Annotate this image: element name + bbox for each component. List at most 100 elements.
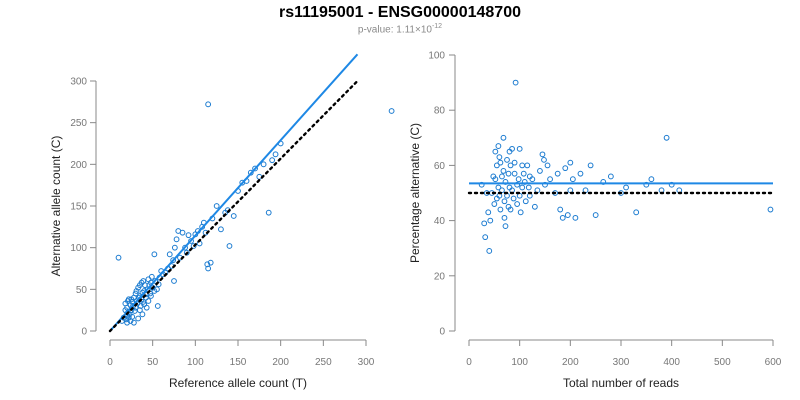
plot-right-point [504, 156, 510, 163]
plot-right-point [516, 145, 523, 152]
plot-left-point [213, 203, 220, 209]
plot-right-x-tick-label: 200 [562, 357, 579, 368]
plot-right-point [519, 162, 526, 169]
plot-right-point [562, 165, 569, 172]
plot-right-point [496, 154, 503, 161]
plot-left-point [272, 151, 279, 158]
plot-left-point [205, 101, 212, 108]
plot-right-point [499, 173, 505, 180]
plot-right-y-tick-label: 0 [439, 327, 445, 338]
plot-right-point [495, 184, 502, 191]
plot-right-point [493, 162, 500, 169]
plot-left-y-tick-label: 50 [76, 285, 88, 296]
plot-left-point [137, 303, 144, 309]
chart-title: rs11195001 - ENSG00000148700 [279, 4, 521, 21]
plot-right-point [587, 162, 594, 169]
plot-right-point [497, 206, 504, 213]
plot-right-point [529, 176, 536, 183]
plot-left-point [265, 209, 272, 216]
plot-right-point [531, 203, 538, 210]
plot-left-point [230, 213, 237, 219]
plot-right-point [501, 198, 508, 205]
plot-right-point [485, 209, 492, 216]
plot-right-point [522, 198, 529, 205]
plot-right-point [502, 179, 509, 185]
plot-right-point [668, 181, 675, 188]
plot-left-point [154, 286, 160, 293]
plot-left-point [145, 298, 152, 304]
plot-left-x-tick-label: 150 [230, 357, 247, 368]
plot-right-point [547, 176, 553, 183]
plot-right-point [648, 176, 655, 183]
plot-left-point [207, 259, 214, 266]
plot-right-point [509, 145, 515, 152]
plot-right-point [520, 170, 527, 177]
plot-left-point [205, 265, 212, 272]
plot-right-point [519, 184, 526, 191]
plot-left-y-tick-label: 100 [70, 243, 87, 254]
plot-left-point [148, 273, 155, 280]
plot-left-x-tick-label: 50 [147, 357, 159, 368]
plot-right-x-tick-label: 0 [466, 357, 472, 368]
plot-left-point [190, 243, 197, 249]
plot-left-y-tick-label: 150 [70, 202, 87, 213]
plot-right-point [500, 168, 507, 174]
plot-right-point [512, 79, 519, 86]
plot-right-point [492, 148, 499, 155]
plot-left-point [125, 314, 132, 321]
plot-left-point [132, 290, 139, 297]
plot-left-point [170, 257, 177, 264]
plot-right-point [643, 181, 650, 188]
plot-left-point [171, 278, 177, 284]
plot-left-point [252, 165, 258, 172]
plot-right-x-tick-label: 400 [663, 357, 680, 368]
plot-left-point [269, 157, 276, 164]
plot-right-point [515, 176, 522, 183]
plot-left-point [133, 288, 140, 294]
plot-left-point [182, 244, 188, 251]
plot-left-point [115, 254, 122, 261]
plot-left-point [136, 307, 143, 314]
plot-left-x-tick-label: 250 [315, 357, 332, 368]
plot-right-point [482, 234, 489, 241]
chart-subtitle: p-value: 1.11×10-12 [0, 23, 800, 35]
plot-right-point [486, 248, 493, 254]
plot-right-y-tick-label: 40 [434, 216, 446, 227]
plot-left-x-tick-label: 100 [187, 357, 204, 368]
plot-right-point [505, 170, 512, 177]
plot-left-reference-line [108, 79, 359, 333]
plot-left-point [185, 232, 192, 239]
plot-right-point [554, 170, 561, 177]
plot-right-point [537, 168, 543, 174]
plot-right-x-tick-label: 600 [765, 357, 782, 368]
plot-left-point [166, 251, 173, 258]
plot-right-point [542, 181, 548, 188]
plot-right-point [577, 170, 584, 177]
plot-left-y-tick-label: 200 [70, 160, 87, 171]
plot-left-x-axis-label: Reference allele count (T) [169, 376, 307, 390]
plot-right-point [524, 162, 531, 169]
plot-right-point [497, 159, 504, 166]
plot-right-point [510, 195, 517, 202]
plot-right-x-tick-label: 100 [511, 357, 528, 368]
plot-right-point [478, 181, 485, 188]
plot-right-y-tick-label: 20 [434, 271, 446, 282]
pvalue-text: p-value: 1.11×10 [357, 24, 432, 36]
plot-right-y-tick-label: 100 [428, 51, 445, 62]
plot-right-y-tick-label: 80 [434, 106, 446, 117]
plot-right-x-axis-label: Total number of reads [563, 376, 679, 390]
plot-left-x-tick-label: 300 [358, 357, 375, 368]
plot-left-y-axis-label: Alternative allele count (C) [49, 136, 63, 277]
plot-left-point [129, 313, 136, 320]
plot-right-x-tick-label: 500 [714, 357, 731, 368]
plot-right-point [495, 143, 502, 149]
plot-right-point [572, 214, 579, 221]
plot-right-y-tick-label: 60 [434, 161, 446, 172]
plot-left-point [179, 229, 186, 236]
plot-right-point [481, 220, 488, 227]
plot-right-point [491, 201, 498, 207]
plot-left-point [171, 244, 178, 251]
plot-right-point [514, 201, 521, 207]
plot-left-point [154, 303, 161, 309]
